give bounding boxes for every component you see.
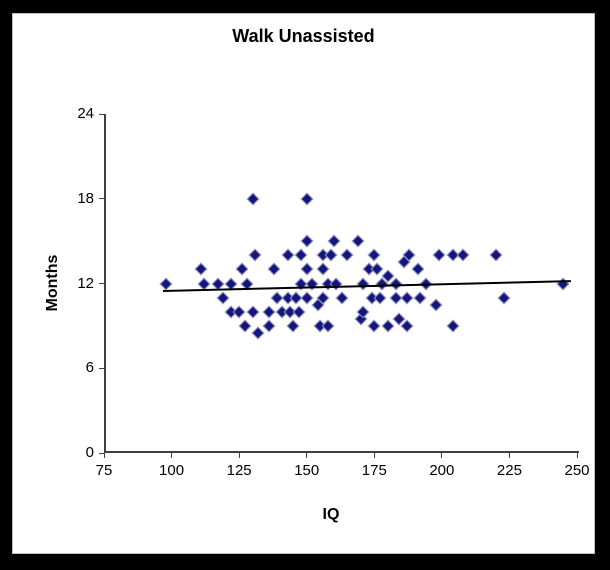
data-point-diamond — [400, 291, 414, 304]
data-point-diamond — [159, 277, 173, 290]
y-tick-mark — [99, 113, 104, 115]
data-point-diamond — [292, 305, 305, 319]
x-tick-label: 200 — [429, 462, 455, 479]
data-point-diamond — [300, 291, 314, 304]
chart-panel: Walk Unassisted Months IQ 75 100 125 150 175… — [12, 13, 595, 554]
data-point-diamond — [246, 305, 260, 319]
y-axis-line — [104, 114, 106, 453]
data-point-diamond — [300, 263, 314, 276]
data-point-diamond — [497, 291, 511, 304]
data-point-diamond — [321, 319, 335, 333]
x-axis-title: IQ — [322, 506, 340, 523]
data-point-diamond — [281, 248, 295, 262]
data-point-diamond — [327, 234, 341, 248]
plot-area: Months IQ 75 100 125 150 175 200 225 250 0 6 12 18 2… — [44, 105, 590, 523]
data-point-diamond — [294, 248, 308, 262]
x-tick-label: 100 — [159, 462, 185, 479]
y-tick-label: 0 — [85, 444, 94, 461]
y-tick-mark — [99, 198, 104, 200]
x-tick-mark — [373, 453, 375, 458]
data-point-diamond — [330, 277, 343, 290]
data-point-diamond — [430, 298, 443, 312]
data-point-diamond — [262, 319, 276, 333]
x-tick-mark — [171, 453, 173, 458]
data-point-diamond — [335, 291, 349, 304]
y-tick-label: 12 — [77, 274, 94, 292]
data-point-diamond — [194, 263, 208, 276]
data-point-diamond — [238, 319, 251, 333]
data-point-diamond — [367, 319, 381, 333]
chart-title: Walk Unassisted — [232, 26, 375, 46]
y-tick-mark — [99, 452, 104, 454]
data-point-diamond — [340, 248, 354, 262]
data-point-diamond — [300, 192, 314, 206]
data-point-diamond — [324, 248, 338, 262]
data-point-diamond — [262, 305, 276, 319]
data-point-diamond — [246, 192, 260, 206]
y-tick-label: 6 — [85, 359, 94, 377]
x-tick-mark — [306, 453, 308, 458]
data-point-diamond — [351, 234, 365, 248]
data-point-diamond — [300, 234, 314, 248]
data-point-diamond — [457, 248, 470, 262]
data-point-diamond — [357, 277, 370, 290]
data-point-diamond — [557, 277, 570, 290]
y-tick-mark — [99, 283, 104, 284]
data-point-diamond — [413, 291, 427, 304]
x-tick-label: 150 — [294, 462, 320, 479]
data-point-diamond — [411, 263, 424, 276]
x-tick-label: 125 — [226, 462, 252, 479]
x-axis-line — [104, 451, 579, 453]
data-point-diamond — [251, 326, 265, 340]
data-point-diamond — [489, 248, 503, 262]
data-point-diamond — [267, 263, 281, 276]
data-point-diamond — [248, 248, 262, 262]
y-tick-label: 24 — [77, 105, 94, 122]
data-point-diamond — [216, 291, 230, 304]
data-point-diamond — [373, 291, 387, 304]
x-tick-label: 175 — [361, 462, 387, 479]
data-point-diamond — [286, 319, 300, 333]
y-tick-mark — [99, 367, 104, 369]
data-point-diamond — [367, 248, 381, 262]
x-tick-label: 75 — [95, 462, 113, 479]
x-tick-label: 250 — [564, 462, 590, 479]
y-tick-label: 18 — [77, 189, 94, 207]
x-tick-mark — [238, 453, 240, 458]
x-tick-mark — [576, 453, 578, 458]
data-point-diamond — [316, 263, 330, 276]
data-point-diamond — [232, 305, 246, 319]
data-point-diamond — [381, 319, 395, 333]
x-tick-mark — [103, 453, 105, 458]
data-point-diamond — [235, 263, 249, 276]
data-point-diamond — [432, 248, 446, 262]
x-tick-mark — [441, 453, 443, 458]
data-point-diamond — [370, 263, 384, 276]
x-tick-label: 225 — [496, 462, 522, 479]
data-point-diamond — [446, 319, 460, 333]
x-tick-mark — [508, 453, 510, 458]
